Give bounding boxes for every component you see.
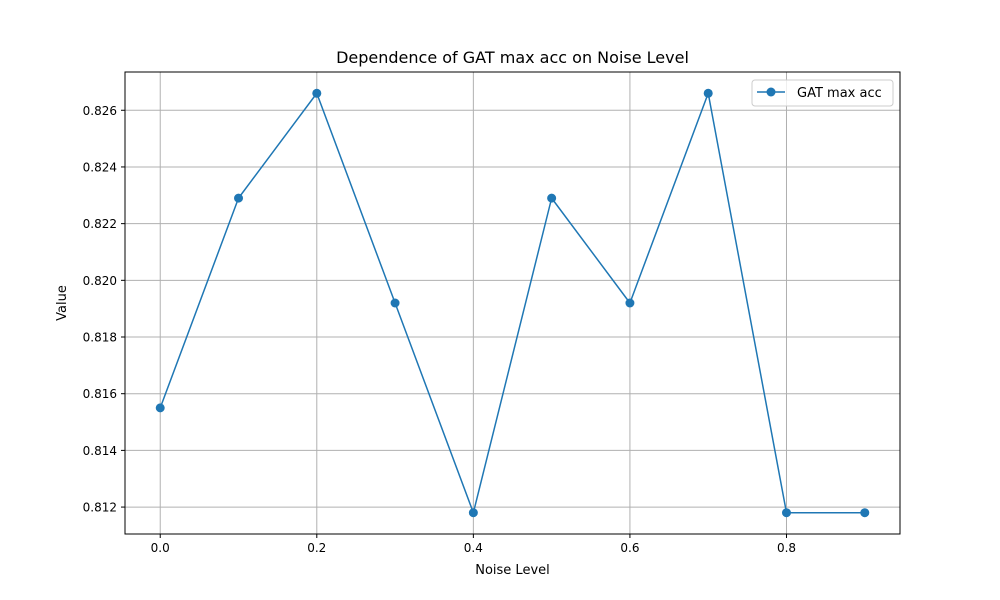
data-point xyxy=(234,193,244,203)
y-tick-label: 0.826 xyxy=(83,104,117,118)
y-tick-label: 0.814 xyxy=(83,444,117,458)
ticks: 0.0 0.2 0.4 0.6 0.8 0.812 0.814 0.816 0.818 0.820… xyxy=(83,104,796,555)
data-point xyxy=(155,403,165,413)
data-point xyxy=(860,508,870,518)
y-tick-label: 0.824 xyxy=(83,160,117,174)
x-tick-label: 0.8 xyxy=(777,541,796,555)
legend-dot-marker xyxy=(766,87,776,97)
data-point xyxy=(390,298,400,308)
y-tick-label: 0.820 xyxy=(83,274,117,288)
grid xyxy=(125,72,900,534)
x-tick-label: 0.2 xyxy=(307,541,326,555)
chart-title: Dependence of GAT max acc on Noise Level xyxy=(336,48,689,67)
legend: GAT max acc xyxy=(751,79,894,107)
y-tick-label: 0.818 xyxy=(83,331,117,345)
x-tick-label: 0.4 xyxy=(464,541,483,555)
data-point xyxy=(781,508,791,518)
data-point xyxy=(312,88,322,98)
data-point xyxy=(468,508,478,518)
legend-label: GAT max acc xyxy=(797,86,882,101)
x-tick-label: 0.6 xyxy=(620,541,639,555)
data-point xyxy=(547,193,557,203)
x-tick-label: 0.0 xyxy=(151,541,170,555)
y-tick-label: 0.812 xyxy=(83,501,117,515)
series-line xyxy=(159,92,865,514)
y-tick-label: 0.816 xyxy=(83,387,117,401)
legend-box xyxy=(751,79,894,107)
plot-frame xyxy=(124,71,901,535)
y-axis-label: Value xyxy=(55,285,70,321)
data-point xyxy=(703,88,713,98)
y-tick-label: 0.822 xyxy=(83,217,117,231)
series-layer xyxy=(155,88,870,518)
data-point xyxy=(625,298,635,308)
x-axis-label: Noise Level xyxy=(475,563,550,578)
